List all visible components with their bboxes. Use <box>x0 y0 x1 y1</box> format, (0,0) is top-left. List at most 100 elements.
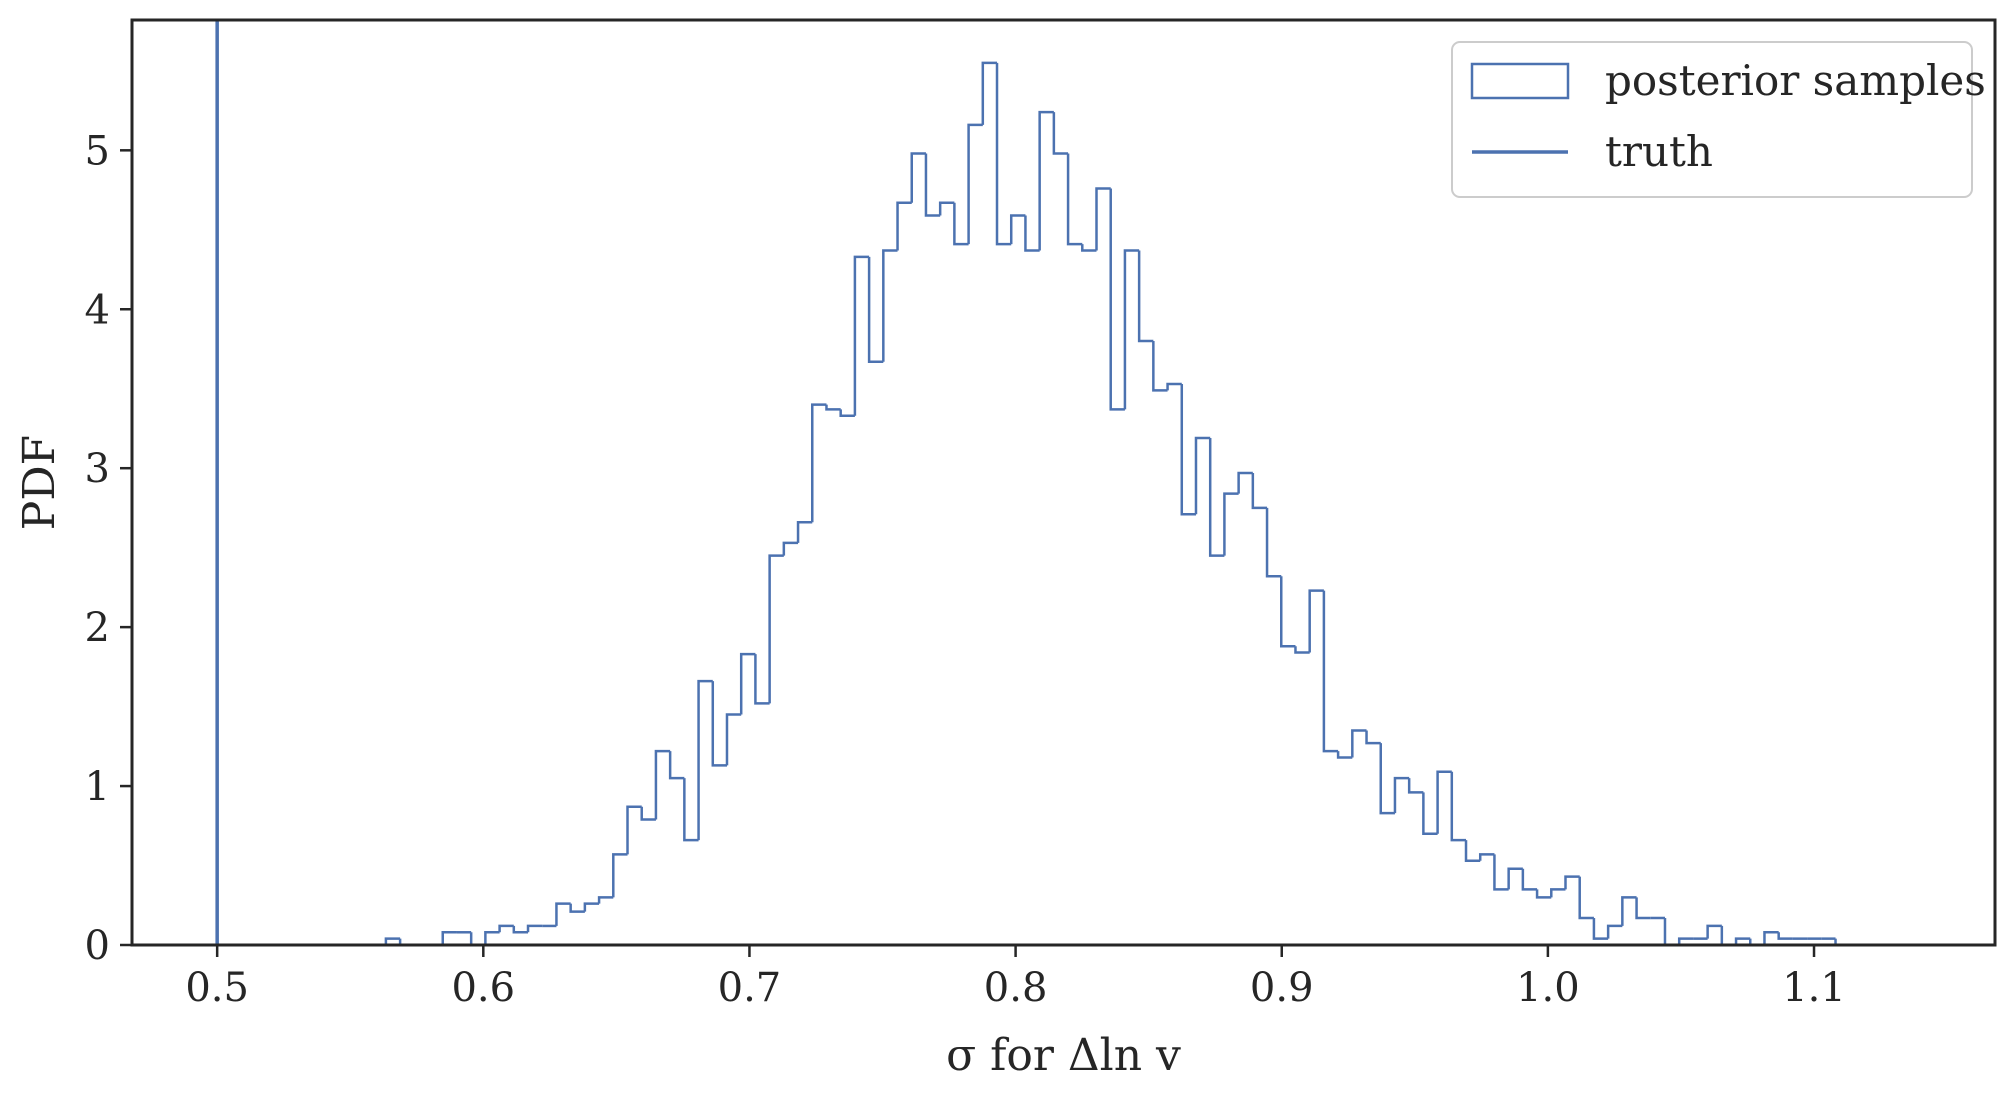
histogram-bin <box>1095 187 1111 251</box>
histogram-bin <box>640 806 656 821</box>
histogram-bin <box>768 554 784 704</box>
histogram-bin <box>1734 937 1751 945</box>
histogram-bin <box>1166 382 1182 391</box>
histogram-bin <box>1066 153 1083 246</box>
legend-label-posterior-samples: posterior samples <box>1605 56 1986 105</box>
y-tick-label: 4 <box>85 287 110 333</box>
histogram-bin <box>683 778 699 842</box>
histogram-bin <box>1223 492 1239 556</box>
histogram-bin <box>1351 729 1367 758</box>
histogram-bin <box>1436 770 1452 834</box>
histogram-bin <box>754 654 770 705</box>
histogram-bin <box>910 152 926 203</box>
y-axis-label: PDF <box>14 435 65 530</box>
histogram-bin <box>1052 112 1069 155</box>
histogram-bin <box>597 896 614 904</box>
histogram-bin <box>1521 868 1538 891</box>
histogram-bin <box>882 249 898 362</box>
histogram-bin <box>1393 776 1410 814</box>
histogram-bin <box>1493 854 1509 891</box>
y-tick-label: 2 <box>85 605 110 651</box>
histogram-series-posterior-samples <box>384 61 1837 947</box>
histogram-bin <box>1535 889 1552 899</box>
histogram-bin <box>1720 925 1737 947</box>
x-tick-label: 0.5 <box>185 965 249 1011</box>
histogram-bin <box>1379 743 1395 815</box>
histogram-bin <box>1038 110 1054 251</box>
histogram-bin <box>938 201 955 216</box>
histogram-bin <box>853 255 870 416</box>
x-axis-label: σ for Δln v <box>946 1030 1181 1081</box>
histogram-bin <box>654 749 671 820</box>
x-tick-label: 0.7 <box>718 965 782 1011</box>
histogram-bin <box>555 902 571 926</box>
histogram-bin <box>1152 341 1168 392</box>
histogram-bin <box>1294 646 1310 654</box>
histogram-bin <box>967 123 983 245</box>
x-tick-label: 0.9 <box>1250 965 1314 1011</box>
histogram-bin <box>484 931 500 945</box>
histogram-bin <box>1635 897 1651 920</box>
axes: 0.5 0.6 0.7 0.8 0.9 1.0 1.1 0 1 2 3 4 5 <box>85 18 1997 1011</box>
histogram-bin <box>1621 896 1637 926</box>
x-tick-label: 0.6 <box>451 965 515 1011</box>
histogram-bin <box>1137 250 1154 343</box>
histogram-bin <box>1407 778 1424 794</box>
histogram-bin <box>725 713 742 766</box>
histogram-bin <box>1109 188 1125 411</box>
histogram-bin <box>1308 589 1324 653</box>
y-tick-label: 5 <box>85 128 110 174</box>
x-tick-label: 1.1 <box>1782 965 1846 1011</box>
histogram-bin <box>1706 924 1722 939</box>
histogram-bin <box>1024 215 1040 252</box>
histogram-bin <box>1365 730 1381 745</box>
histogram-bin <box>469 932 486 947</box>
axes-frame <box>130 18 1997 947</box>
histogram-bin <box>1663 917 1680 947</box>
histogram-bin <box>711 681 727 767</box>
histogram-bin <box>526 924 543 933</box>
histogram-bin <box>1336 751 1353 759</box>
histogram-bin <box>1265 507 1282 578</box>
histogram-bin <box>1763 931 1779 945</box>
histogram-bin <box>825 404 841 411</box>
histogram-bin <box>867 256 884 363</box>
histogram-bin <box>1550 888 1566 898</box>
histogram-bin <box>1180 383 1196 516</box>
histogram-bin <box>668 751 685 780</box>
histogram-bin <box>782 541 799 556</box>
histogram-bin <box>1081 244 1097 252</box>
legend: posterior samples truth <box>1451 41 1986 198</box>
plot-area <box>215 20 1837 947</box>
histogram-bin <box>626 805 642 855</box>
legend-label-truth: truth <box>1605 127 1713 176</box>
histogram-bin <box>953 202 969 246</box>
histogram-bin <box>1208 437 1225 557</box>
histogram-bin <box>1606 924 1623 939</box>
histogram-bin <box>1251 472 1268 510</box>
histogram-bin <box>384 937 401 945</box>
histogram-bin <box>1280 576 1296 648</box>
histogram-bin <box>569 903 585 913</box>
legend-swatch-posterior-samples <box>1470 62 1570 100</box>
histogram-bin <box>839 409 855 417</box>
histogram-bin <box>498 924 514 933</box>
y-tick-label: 0 <box>85 923 110 969</box>
histogram-bin <box>1237 471 1253 494</box>
histogram-bin <box>1422 792 1438 835</box>
histogram-bin <box>995 62 1012 246</box>
histogram-bin <box>583 902 600 912</box>
histogram-bin <box>1777 932 1793 940</box>
histogram-bin <box>811 403 827 523</box>
histogram-bin <box>1322 590 1339 753</box>
y-tick-label: 3 <box>85 446 110 492</box>
histogram-bin <box>1507 867 1523 890</box>
histogram-bin <box>1564 875 1580 890</box>
histogram-bin <box>512 925 529 934</box>
histogram-bin <box>441 931 457 945</box>
histogram-bin <box>1478 853 1495 861</box>
histogram-bin <box>1464 840 1481 863</box>
legend-frame <box>1451 41 1973 198</box>
histogram-bin <box>1450 771 1467 842</box>
